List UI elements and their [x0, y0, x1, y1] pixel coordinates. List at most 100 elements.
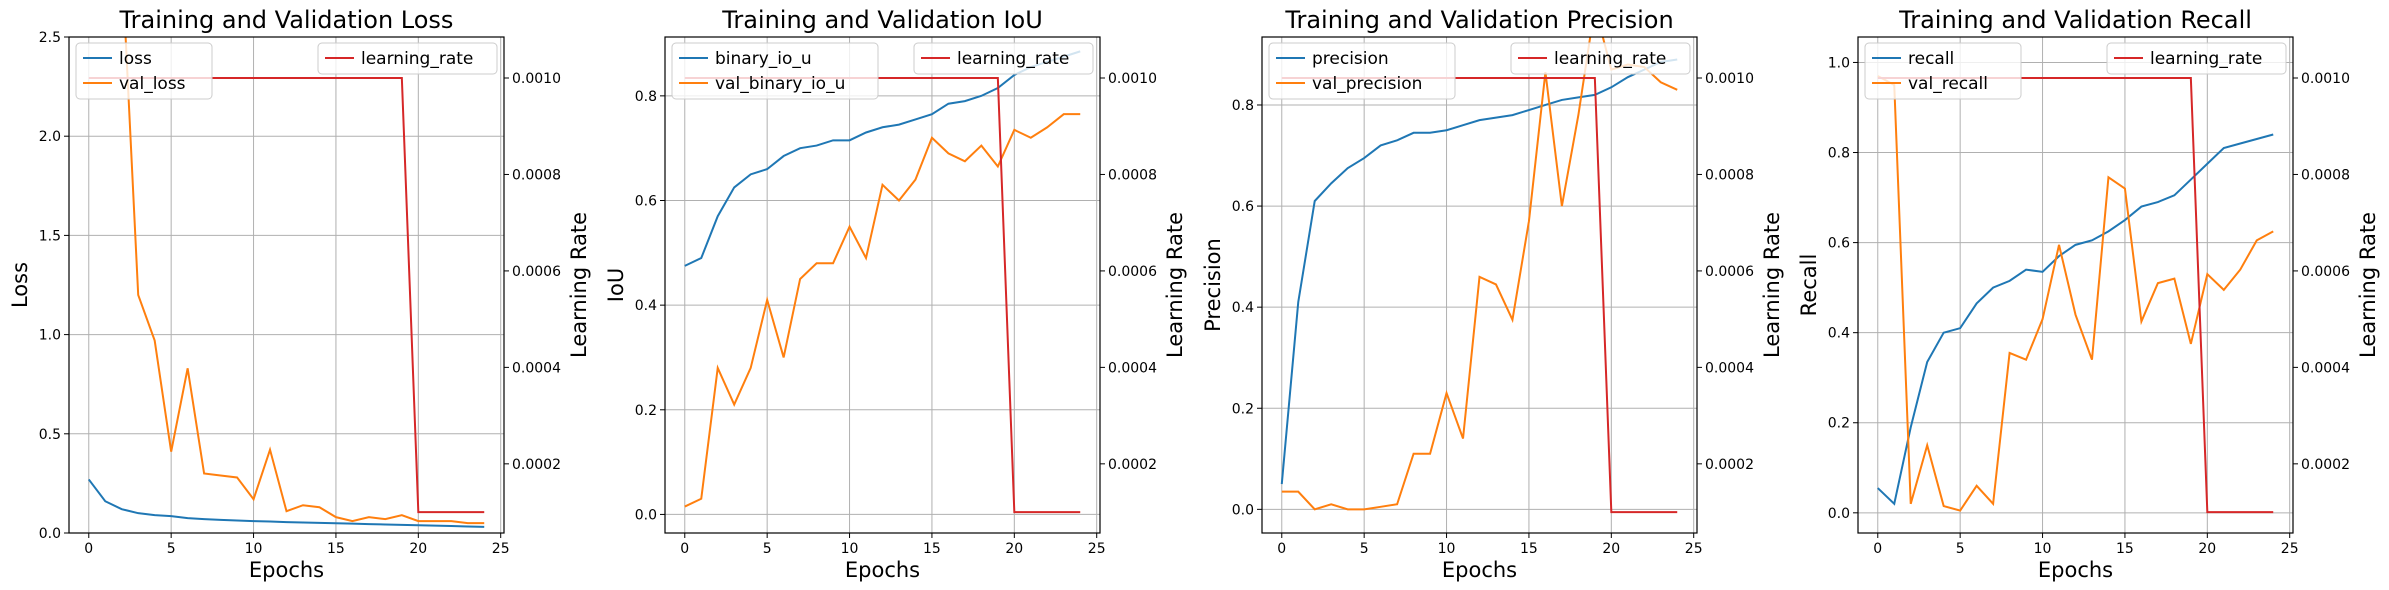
- y-tick-label: 0.2: [1828, 416, 1850, 432]
- legend-label: val_loss: [119, 74, 186, 94]
- y2-tick-label: 0.0004: [1705, 360, 1754, 376]
- y-tick-label: 0.4: [1232, 300, 1254, 316]
- series-line-val_binary_io_u: [684, 113, 1081, 508]
- legend-frame: [913, 42, 1094, 75]
- x-tick-label: 20: [1005, 541, 1023, 557]
- y-tick-label: 0.8: [635, 89, 657, 105]
- x-tick-label: 15: [923, 541, 941, 557]
- y-axis-label: Precision: [1201, 238, 1225, 332]
- legend-left: recall val_recall: [1864, 42, 2022, 100]
- y-tick-label: 0.0: [39, 526, 61, 542]
- x-tick-label: 0: [680, 541, 689, 557]
- y-tick-label: 1.5: [39, 228, 61, 244]
- chart-panel-3: 0 5 10 15 20 25 0.0 0.2 0.4 0.6 0.8 0.0002 0.0004 0.0…: [1201, 6, 1784, 582]
- x-tick-label: 5: [167, 541, 176, 557]
- series-line-loss: [87, 478, 485, 528]
- x-tick-label: 15: [2116, 541, 2134, 557]
- x-tick-label: 20: [409, 541, 427, 557]
- legend-frame: [671, 42, 879, 100]
- y2-tick-label: 0.0006: [512, 264, 561, 280]
- x-axis-label: Epochs: [249, 558, 324, 582]
- y-tick-label: 0.0: [1232, 502, 1254, 518]
- y2-tick-label: 0.0008: [1705, 167, 1754, 183]
- x-tick-label: 20: [2198, 541, 2216, 557]
- x-tick-label: 10: [841, 541, 859, 557]
- legend-right: learning_rate: [913, 42, 1094, 75]
- x-tick-label: 25: [492, 541, 510, 557]
- x-tick-label: 15: [327, 541, 345, 557]
- y2-tick-label: 0.0010: [512, 71, 561, 87]
- y2-tick-label: 0.0006: [1108, 264, 1157, 280]
- x-tick-label: 0: [1873, 541, 1882, 557]
- y-tick-label: 0.0: [635, 507, 657, 523]
- legend-frame: [1510, 42, 1691, 75]
- legend-label: learning_rate: [2150, 49, 2262, 69]
- x-tick-label: 20: [1602, 541, 1620, 557]
- x-tick-label: 25: [1088, 541, 1106, 557]
- x-tick-label: 10: [245, 541, 263, 557]
- x-tick-label: 15: [1520, 541, 1538, 557]
- legend-label: recall: [1908, 49, 1954, 69]
- y-tick-label: 1.0: [1828, 55, 1850, 71]
- legend-right: learning_rate: [1510, 42, 1691, 75]
- legend-left: binary_io_u val_binary_io_u: [671, 42, 879, 100]
- legend-right: learning_rate: [2106, 42, 2287, 75]
- axes-frame: [1261, 36, 1698, 534]
- x-tick-label: 25: [2281, 541, 2299, 557]
- legend-frame: [1268, 42, 1456, 100]
- y-tick-label: 0.8: [1232, 98, 1254, 114]
- axes-frame: [664, 36, 1101, 534]
- x-axis-label: Epochs: [1442, 558, 1517, 582]
- legend-label: learning_rate: [361, 49, 473, 69]
- legend-frame: [1864, 42, 2022, 100]
- y2-tick-label: 0.0004: [1108, 360, 1157, 376]
- x-axis-label: Epochs: [2038, 558, 2113, 582]
- chart-title: Training and Validation Precision: [1284, 6, 1673, 34]
- x-tick-label: 0: [84, 541, 93, 557]
- chart-panel-1: 0 5 10 15 20 25 0.0 0.5 1.0 1.5 2.0 2.5 0.0002 0.0004…: [8, 6, 591, 582]
- legend-label: val_recall: [1908, 74, 1988, 94]
- y2-tick-label: 0.0008: [512, 167, 561, 183]
- y-tick-label: 0.4: [1828, 326, 1850, 342]
- legend-label: learning_rate: [957, 49, 1069, 69]
- y2-tick-label: 0.0002: [1108, 457, 1157, 473]
- plot-area: [684, 50, 1081, 514]
- y2-tick-label: 0.0010: [2301, 71, 2350, 87]
- chart-title: Training and Validation IoU: [721, 6, 1043, 34]
- x-tick-label: 5: [763, 541, 772, 557]
- series-line-val_recall: [1877, 75, 2274, 512]
- y-tick-label: 2.0: [39, 129, 61, 145]
- y2-tick-label: 0.0002: [512, 457, 561, 473]
- series-line-learning-rate: [88, 77, 485, 514]
- y2-tick-label: 0.0002: [1705, 457, 1754, 473]
- chart-panel-2: 0 5 10 15 20 25 0.0 0.2 0.4 0.6 0.8 0.0002 0.0004 0.0…: [604, 6, 1187, 582]
- x-tick-label: 5: [1360, 541, 1369, 557]
- y2-axis-label: Learning Rate: [1760, 212, 1784, 358]
- y2-tick-label: 0.0008: [1108, 167, 1157, 183]
- x-tick-label: 10: [2034, 541, 2052, 557]
- y-axis-label: Loss: [8, 262, 32, 308]
- chart-title: Training and Validation Loss: [119, 6, 454, 34]
- legend-frame: [317, 42, 498, 75]
- series-line-recall: [1877, 133, 2274, 506]
- y2-axis-label: Learning Rate: [1163, 212, 1187, 358]
- legend-right: learning_rate: [317, 42, 498, 75]
- y2-tick-label: 0.0004: [512, 360, 561, 376]
- series-line-val_loss: [124, 37, 485, 525]
- legend-label: val_precision: [1312, 74, 1422, 94]
- x-tick-label: 0: [1277, 541, 1286, 557]
- y-tick-label: 0.2: [635, 403, 657, 419]
- legend-label: val_binary_io_u: [715, 74, 845, 94]
- y2-axis-label: Learning Rate: [2356, 212, 2380, 358]
- y2-tick-label: 0.0004: [2301, 360, 2350, 376]
- series-line-learning-rate: [684, 77, 1081, 514]
- y-tick-label: 0.2: [1232, 401, 1254, 417]
- y2-tick-label: 0.0010: [1108, 71, 1157, 87]
- y2-axis-label: Learning Rate: [567, 212, 591, 358]
- y2-tick-label: 0.0002: [2301, 457, 2350, 473]
- y2-tick-label: 0.0006: [1705, 264, 1754, 280]
- y-tick-label: 0.6: [635, 194, 657, 210]
- y-tick-label: 0.6: [1232, 199, 1254, 215]
- chart-panel-4: 0 5 10 15 20 25 0.0 0.2 0.4 0.6 0.8 1.0 0.0002 0.0004…: [1797, 6, 2380, 582]
